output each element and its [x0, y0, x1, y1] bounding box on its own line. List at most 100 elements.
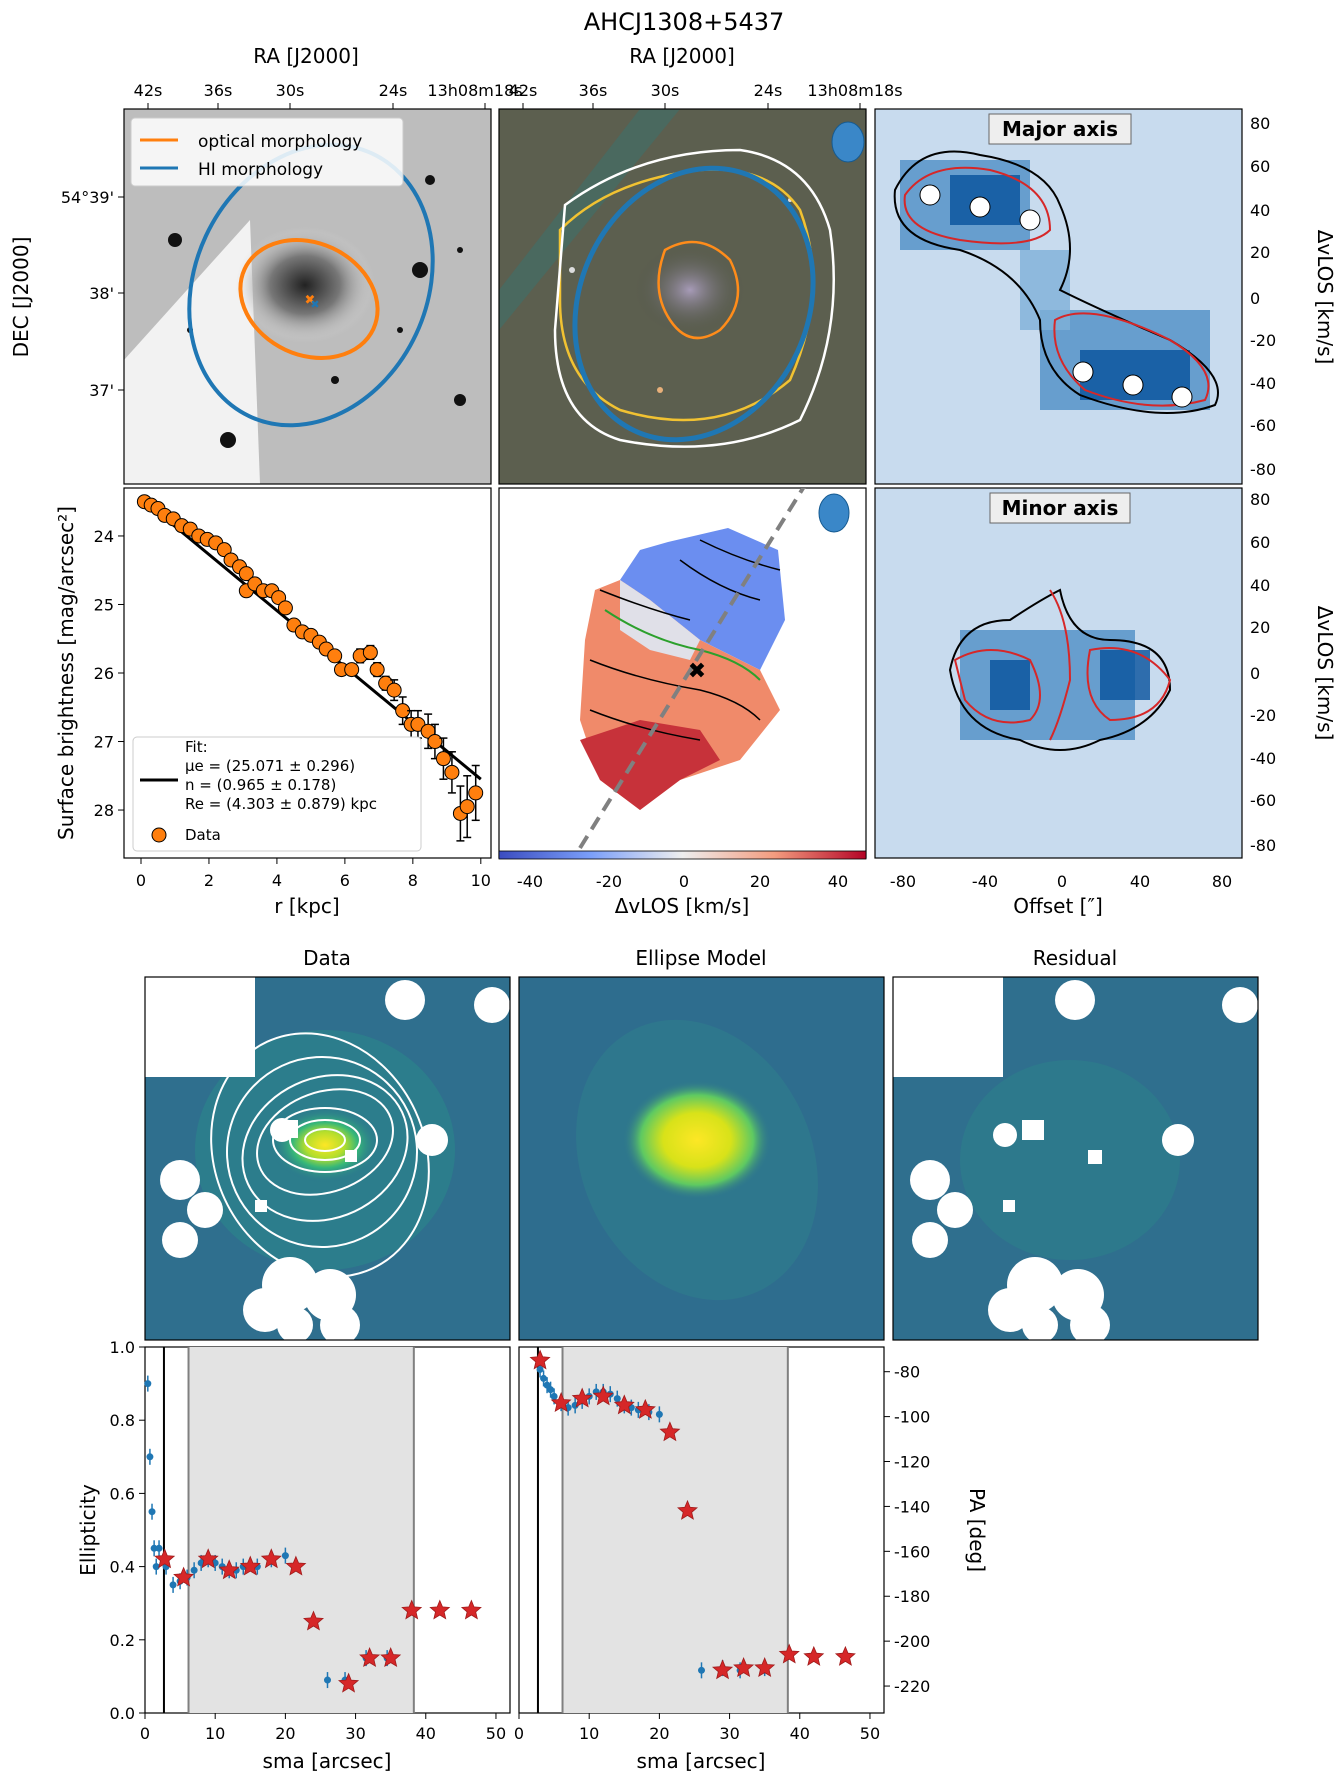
sb-legend: Fit: μe = (25.071 ± 0.296) n = (0.965 ± … — [132, 736, 422, 852]
sb-ytick-label: 28 — [94, 801, 114, 820]
pv-major-title: Major axis — [1002, 117, 1118, 141]
svg-text:-40: -40 — [1250, 749, 1276, 768]
profile-star-marker — [803, 1645, 825, 1666]
xtick-label: 40 — [790, 1724, 810, 1743]
profile-star-marker — [285, 1555, 307, 1576]
profile-star-marker — [173, 1566, 195, 1587]
data-image-frame — [144, 976, 511, 1341]
profile-star-marker — [303, 1610, 325, 1631]
svg-text:20: 20 — [750, 872, 770, 891]
profile-star-marker — [659, 1421, 681, 1442]
xtick-label: 40 — [416, 1724, 436, 1743]
optical-panel-frame — [123, 108, 492, 485]
velocity-field-panel: ✖ — [498, 487, 867, 860]
profile-data-point — [324, 1676, 331, 1684]
ellipticity-panel: 0 10 20 30 40 50 0.0 0.2 0.4 0.6 0.8 1.0 — [110, 1338, 511, 1743]
profile-data-point — [190, 1566, 198, 1574]
svg-text:-60: -60 — [1250, 791, 1276, 810]
xtick-label: 50 — [860, 1724, 880, 1743]
xtick-label: 30 — [345, 1724, 365, 1743]
sb-xtick-label: 8 — [408, 871, 418, 890]
svg-text:40: 40 — [1130, 872, 1150, 891]
xtick-label: 0 — [140, 1724, 150, 1743]
model-image-frame — [518, 976, 885, 1341]
pv-major-ylabel: ΔvLOS [km/s] — [1313, 230, 1337, 365]
pv-minor-xticks: -80 -40 0 40 80 — [890, 872, 1232, 891]
rgb-panel-frame — [498, 108, 867, 485]
svg-text:✖: ✖ — [305, 293, 316, 308]
sb-data-point — [427, 734, 443, 750]
rgb-hi-ellipse — [572, 165, 816, 443]
ytick-label: -140 — [894, 1497, 930, 1516]
profile-star-marker — [337, 1672, 360, 1693]
sb-ytick-label: 24 — [94, 527, 114, 546]
sb-xtick-label: 4 — [272, 871, 282, 890]
svg-text:42s: 42s — [509, 81, 538, 100]
pv-major-title-box — [988, 113, 1132, 145]
profile-data-point — [550, 1392, 558, 1400]
sb-xlabel: r [kpc] — [274, 894, 339, 918]
svg-text:24s: 24s — [754, 81, 783, 100]
sb-data-point — [271, 590, 287, 606]
pv-minor-frame — [874, 487, 1243, 859]
sb-legend-n: n = (0.965 ± 0.178) — [185, 776, 336, 794]
svg-text:54°39': 54°39' — [61, 188, 114, 207]
profile-data-point — [152, 1563, 160, 1571]
xtick-label: 10 — [205, 1724, 225, 1743]
sb-data-point — [468, 785, 484, 801]
pa-ylabel: PA [deg] — [965, 1488, 989, 1572]
shaded-fit-region — [188, 1347, 414, 1713]
ytick-label: -180 — [894, 1587, 930, 1606]
pv-minor-ylabel: ΔvLOS [km/s] — [1313, 606, 1337, 741]
profile-star-marker — [733, 1657, 755, 1678]
ytick-label: 0.8 — [110, 1411, 135, 1430]
svg-text:30s: 30s — [276, 81, 305, 100]
profile-star-marker — [154, 1548, 176, 1569]
rgb-ra-ticks: 42s 36s 30s 24s 13h08m18s — [509, 81, 903, 109]
profile-data-point — [146, 1453, 154, 1461]
svg-text:13h08m18s: 13h08m18s — [427, 81, 522, 100]
sb-data-point — [238, 566, 254, 582]
svg-text:30s: 30s — [651, 81, 680, 100]
profile-star-marker — [239, 1555, 261, 1576]
svg-text:-80: -80 — [1250, 836, 1276, 855]
optical-dec-ticks: 54°39' 38' 37' — [61, 188, 124, 400]
profile-data-point — [155, 1544, 163, 1552]
legend-hi: HI morphology — [198, 160, 323, 180]
profile-star-marker — [834, 1645, 856, 1666]
svg-text:-20: -20 — [596, 872, 622, 891]
profile-data-point — [150, 1544, 158, 1552]
svg-text:36s: 36s — [204, 81, 233, 100]
pv-major-yticks: 80 60 40 20 0 -20 -40 -60 -80 — [1250, 114, 1276, 479]
optical-top-axis-label: RA [J2000] — [253, 44, 359, 68]
sb-legend-re: Re = (4.303 ± 0.879) kpc — [185, 795, 377, 813]
pv-major-panel — [875, 109, 1242, 484]
ytick-label: -80 — [894, 1363, 920, 1382]
residual-image-title: Residual — [1033, 946, 1117, 970]
pv-minor-panel — [875, 488, 1242, 858]
profile-star-marker — [778, 1643, 800, 1664]
legend-optical: optical morphology — [198, 132, 362, 152]
ytick-label: 0.4 — [110, 1558, 135, 1577]
sb-xtick-label: 2 — [204, 871, 214, 890]
sb-data-point — [344, 662, 360, 678]
svg-text:-20: -20 — [1250, 331, 1276, 350]
profile-data-point — [698, 1666, 705, 1674]
svg-text:13h08m18s: 13h08m18s — [807, 81, 902, 100]
sb-data-point — [327, 648, 343, 664]
profile-data-point — [144, 1380, 152, 1388]
data-image-title: Data — [303, 946, 351, 970]
pv-minor-contours — [948, 588, 1172, 751]
svg-text:40: 40 — [1250, 576, 1270, 595]
svg-text:-20: -20 — [1250, 706, 1276, 725]
svg-text:80: 80 — [1250, 490, 1270, 509]
profile-star-marker — [754, 1657, 776, 1678]
svg-text:-80: -80 — [1250, 460, 1276, 479]
svg-text:37': 37' — [89, 381, 114, 400]
ytick-label: 0.0 — [110, 1704, 135, 1723]
velocity-colorbar — [498, 850, 867, 860]
svg-text:80: 80 — [1250, 114, 1270, 133]
profile-star-marker — [218, 1559, 240, 1580]
